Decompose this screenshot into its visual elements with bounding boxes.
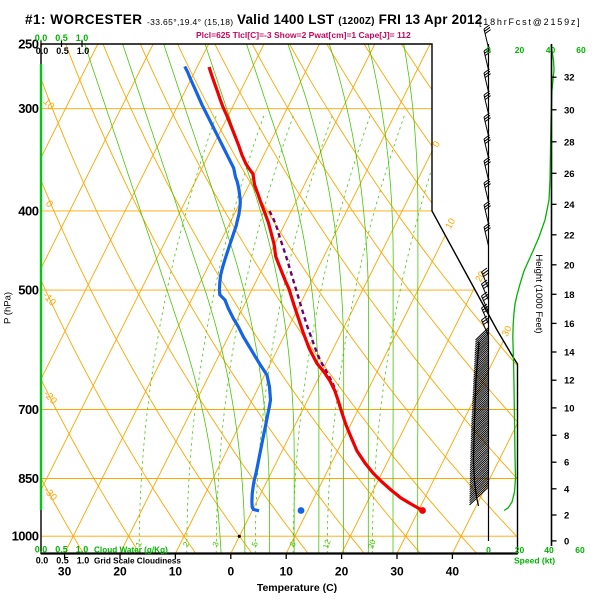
svg-text:20: 20 [335,565,349,579]
svg-text:0: 0 [486,45,491,55]
svg-text:0.5: 0.5 [56,556,69,566]
svg-text:0.0: 0.0 [36,556,49,566]
svg-text:300: 300 [18,101,38,116]
svg-text:Grid Scale Cloudiness: Grid Scale Cloudiness [94,557,181,566]
svg-text:0.0: 0.0 [35,33,48,43]
svg-text:22: 22 [564,230,575,241]
svg-text:32: 32 [564,73,575,84]
svg-text:3: 3 [211,540,221,548]
svg-text:60: 60 [575,545,585,555]
svg-text:20: 20 [113,565,127,579]
svg-text:0.5: 0.5 [55,545,68,555]
svg-text:12: 12 [564,376,575,387]
svg-text:10: 10 [169,565,183,579]
svg-text:26: 26 [564,169,575,180]
svg-text:1000: 1000 [12,529,39,544]
svg-text:850: 850 [18,471,38,486]
svg-text:18: 18 [564,290,575,301]
svg-text:24: 24 [564,200,575,211]
svg-text:0.0: 0.0 [36,46,49,56]
svg-text:4: 4 [564,484,570,495]
svg-text:40: 40 [446,565,460,579]
svg-text:400: 400 [18,203,38,218]
svg-text:1: 1 [134,540,144,548]
svg-text:500: 500 [18,283,38,298]
svg-text:Speed (kt): Speed (kt) [514,556,555,566]
svg-text:0: 0 [431,139,443,149]
svg-text:0.5: 0.5 [55,33,68,43]
svg-text:0: 0 [227,565,234,579]
svg-text:0: 0 [43,199,55,211]
svg-text:2: 2 [564,511,569,522]
svg-text:0.0: 0.0 [35,545,48,555]
svg-text:40: 40 [546,45,556,55]
svg-text:1.0: 1.0 [77,46,90,56]
svg-text:6: 6 [564,458,569,469]
svg-text:1.0: 1.0 [77,556,90,566]
svg-text:0.5: 0.5 [56,46,69,56]
svg-text:1.0: 1.0 [76,33,89,43]
svg-text:30: 30 [564,105,575,116]
svg-text:60: 60 [576,45,586,55]
svg-text:Cloud Water (g/Kg): Cloud Water (g/Kg) [94,546,168,555]
svg-text:700: 700 [18,402,38,417]
svg-text:20: 20 [366,538,378,550]
svg-text:P (hPa): P (hPa) [3,292,14,324]
svg-text:30: 30 [58,565,72,579]
svg-text:Temperature (C): Temperature (C) [257,582,337,594]
svg-text:28: 28 [564,137,575,148]
svg-text:8: 8 [564,431,569,442]
svg-text:12: 12 [321,538,333,550]
svg-text:250: 250 [18,37,38,52]
svg-text:20: 20 [515,45,525,55]
svg-text:20: 20 [564,260,575,271]
svg-text:20: 20 [515,545,525,555]
svg-text:10: 10 [443,217,458,232]
svg-text:0: 0 [486,545,491,555]
svg-text:30: 30 [390,565,404,579]
svg-text:2: 2 [181,540,191,548]
svg-text:10: 10 [564,403,575,414]
svg-text:14: 14 [564,348,575,359]
svg-text:16: 16 [564,319,575,330]
svg-text:8: 8 [288,540,298,548]
svg-text:10: 10 [280,565,294,579]
svg-text:40: 40 [544,545,554,555]
svg-text:1.0: 1.0 [76,545,89,555]
svg-text:0: 0 [564,536,569,547]
svg-text:30: 30 [500,324,515,339]
svg-text:Height (1000 Feet): Height (1000 Feet) [533,254,544,333]
svg-text:5: 5 [250,540,260,548]
